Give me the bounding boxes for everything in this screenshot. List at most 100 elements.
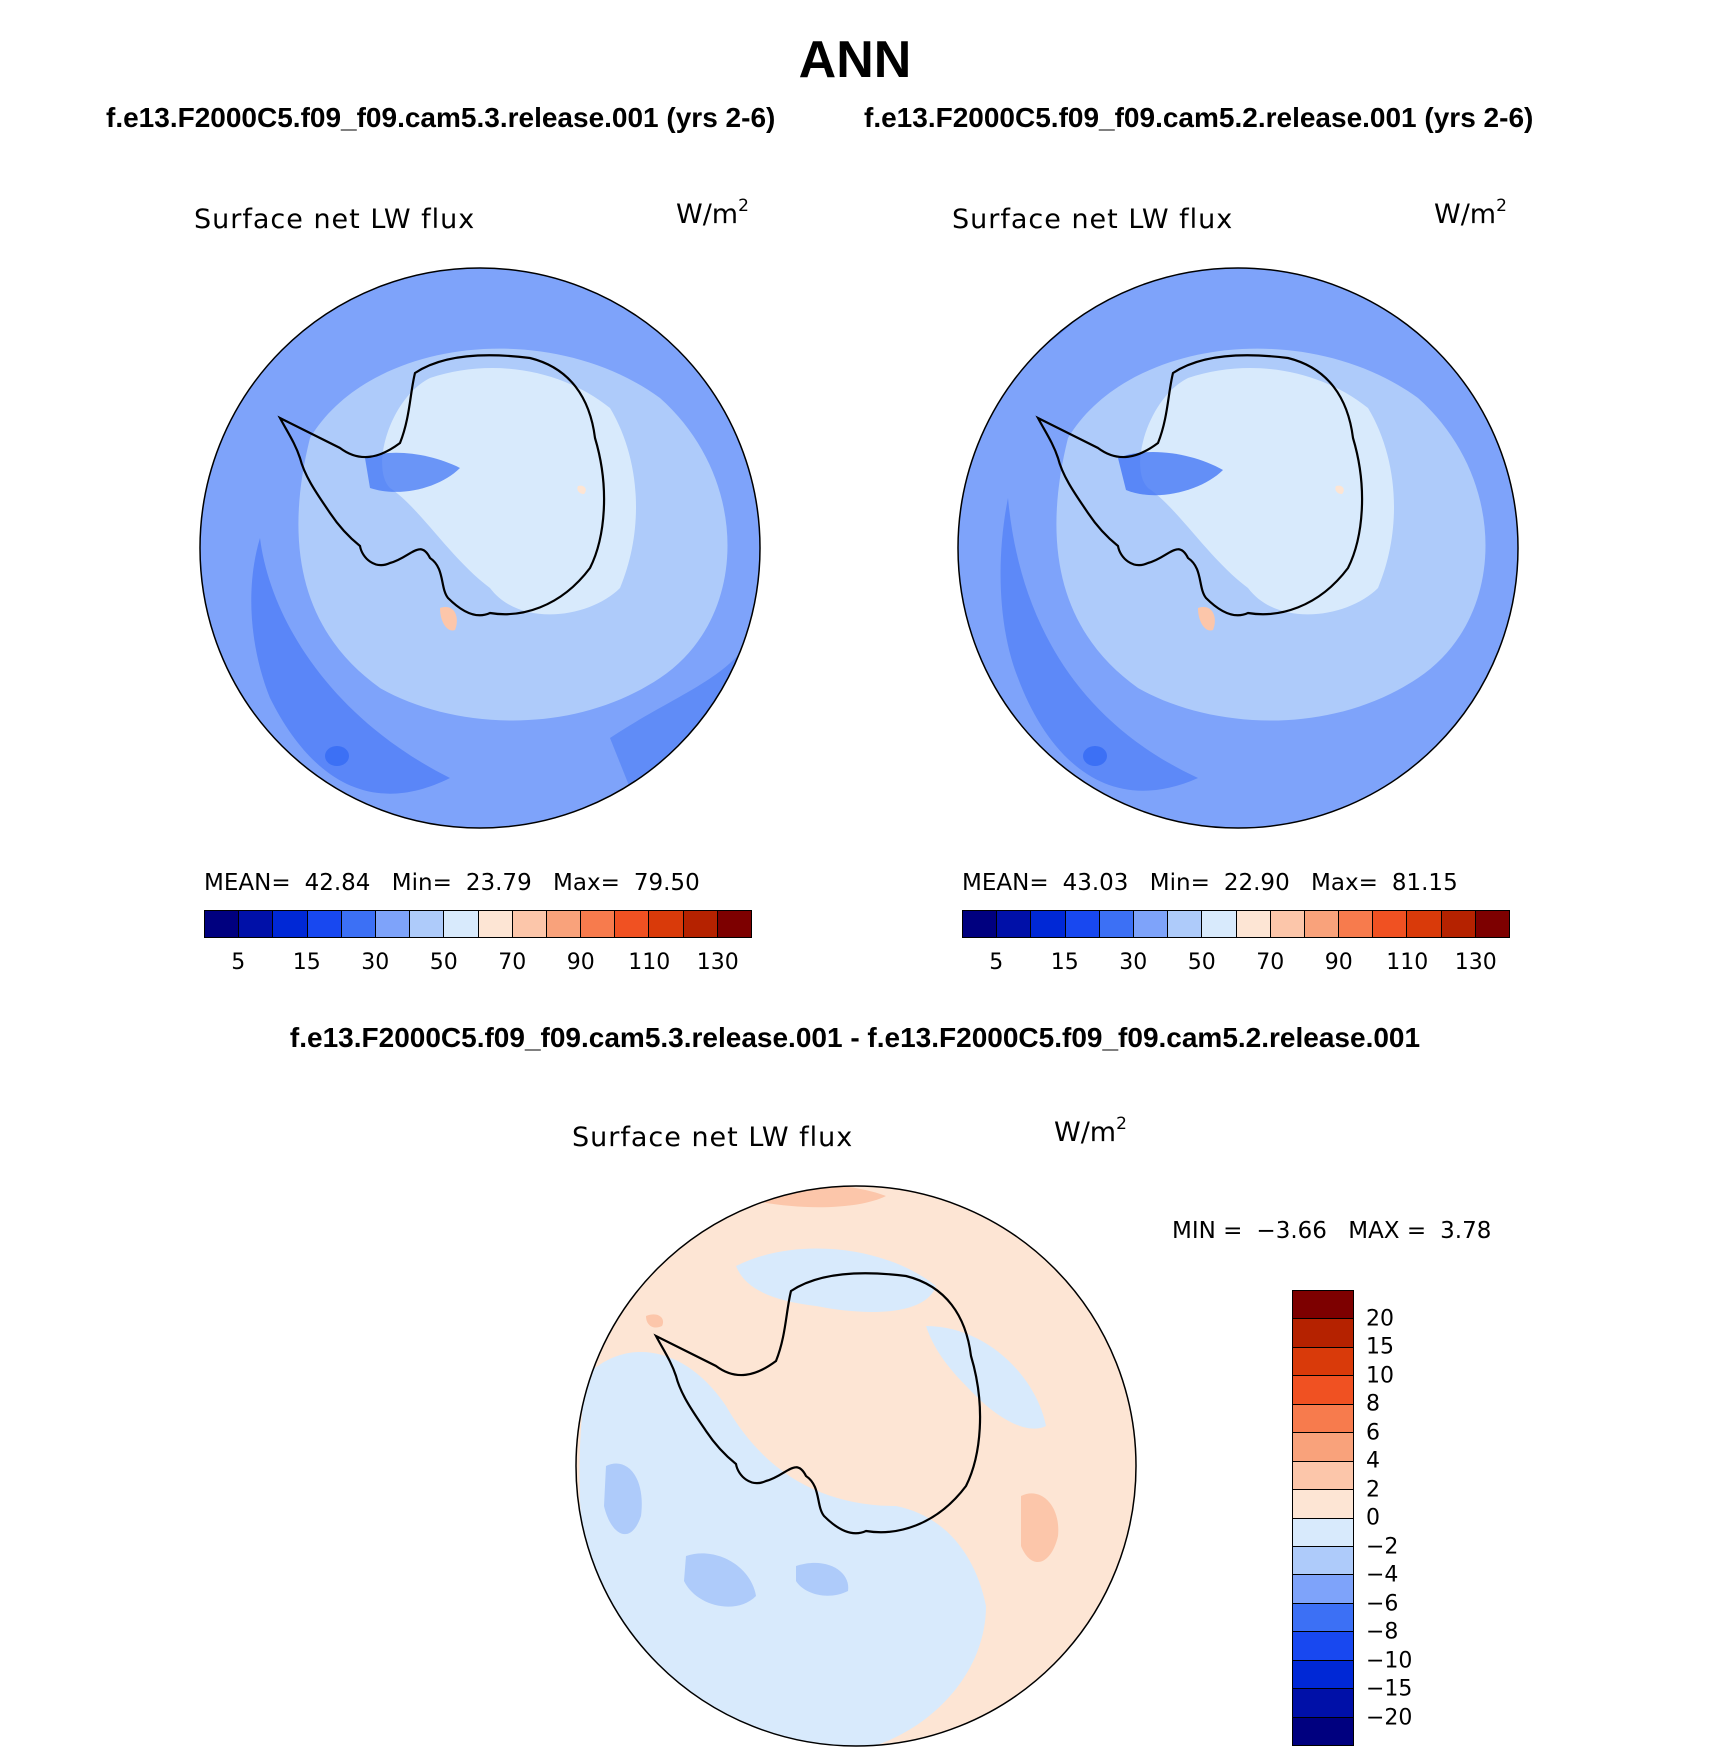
colorbar-tick-label: −8 xyxy=(1366,1619,1399,1645)
panel3-negative-patch-1 xyxy=(604,1463,642,1535)
colorbar-swatch xyxy=(1441,911,1476,937)
colorbar-swatch xyxy=(683,911,718,937)
colorbar-swatch xyxy=(1304,911,1340,937)
colorbar-swatch xyxy=(1293,1461,1353,1491)
colorbar-tick-label: −10 xyxy=(1366,1648,1413,1673)
panel3-units: W/m2 xyxy=(1054,1114,1127,1148)
case1-title: f.e13.F2000C5.f09_f09.cam5.3.release.001… xyxy=(106,102,776,133)
panel3-colorbar-ticks: 20 15 10 8 6 4 2 0 −2 −4 −6 −8 −10 −15 −20 xyxy=(1366,1290,1446,1746)
colorbar-tick-label: 110 xyxy=(1386,950,1429,975)
colorbar-swatch xyxy=(717,911,751,937)
colorbar-swatch xyxy=(615,911,650,937)
panel3-negative-field-west xyxy=(579,1352,986,1746)
panel2-colorbar-ticks: 5 15 30 50 70 90 110 130 xyxy=(962,950,1510,978)
panel3-positive-patch-3 xyxy=(646,1314,664,1328)
colorbar-swatch xyxy=(1270,911,1305,937)
colorbar-tick-label: 15 xyxy=(1050,950,1079,975)
colorbar-swatch xyxy=(1031,911,1066,937)
panel2-weddell-low xyxy=(1118,451,1223,496)
colorbar-swatch xyxy=(1293,1376,1353,1405)
panel1-ross-warm xyxy=(440,607,457,631)
colorbar-swatch xyxy=(410,911,445,937)
colorbar-swatch xyxy=(1202,911,1237,937)
colorbar-swatch xyxy=(1099,911,1134,937)
panel3-negative-patch-3 xyxy=(796,1562,849,1596)
colorbar-tick-label: 10 xyxy=(1366,1363,1394,1388)
colorbar-swatch xyxy=(1293,1717,1353,1745)
panel3-negative-field-north xyxy=(736,1248,936,1312)
panel1-units: W/m2 xyxy=(676,196,749,230)
colorbar-swatch xyxy=(1293,1546,1353,1576)
colorbar-swatch xyxy=(1133,911,1169,937)
colorbar-swatch xyxy=(273,911,308,937)
panel1-ocean-patch-east xyxy=(610,638,750,813)
panel1-colorbar-ticks: 5 15 30 50 70 90 110 130 xyxy=(204,950,752,978)
panel1-deep-ocean-patch xyxy=(251,538,450,794)
colorbar-swatch xyxy=(1293,1518,1353,1547)
colorbar-swatch xyxy=(1407,911,1442,937)
colorbar-tick-label: 6 xyxy=(1366,1420,1380,1445)
panel1-antarctica-coastline xyxy=(277,354,606,617)
colorbar-tick-label: 0 xyxy=(1366,1505,1380,1531)
panel2-variable-title: Surface net LW flux xyxy=(952,204,1234,235)
panel1-map xyxy=(199,267,761,829)
colorbar-swatch xyxy=(239,911,274,937)
colorbar-swatch xyxy=(1236,911,1271,937)
panel1-ocean-spot xyxy=(325,746,349,766)
panel3-map xyxy=(575,1185,1137,1747)
colorbar-swatch xyxy=(341,911,376,937)
colorbar-swatch xyxy=(307,911,342,937)
colorbar-tick-label: 8 xyxy=(1366,1391,1380,1417)
panel3-variable-title: Surface net LW flux xyxy=(572,1122,854,1153)
colorbar-swatch xyxy=(205,911,240,937)
panel1-variable-title: Surface net LW flux xyxy=(194,204,476,235)
panel2-coast-warm xyxy=(1335,485,1344,494)
colorbar-swatch xyxy=(1339,911,1374,937)
panel1-colorbar xyxy=(204,910,752,938)
colorbar-swatch xyxy=(512,911,547,937)
panel1-coast-warm xyxy=(577,485,586,494)
case2-title: f.e13.F2000C5.f09_f09.cam5.2.release.001… xyxy=(864,102,1534,133)
colorbar-swatch xyxy=(1293,1632,1353,1661)
colorbar-swatch xyxy=(649,911,684,937)
panel2-plateau-field xyxy=(1140,368,1395,615)
colorbar-swatch xyxy=(1293,1404,1353,1434)
colorbar-tick-label: 4 xyxy=(1366,1448,1380,1474)
colorbar-tick-label: −2 xyxy=(1366,1534,1399,1559)
colorbar-swatch xyxy=(1065,911,1100,937)
colorbar-tick-label: 90 xyxy=(1324,950,1353,975)
panel3-map-border xyxy=(575,1185,1137,1747)
colorbar-swatch xyxy=(1373,911,1408,937)
colorbar-swatch xyxy=(375,911,411,937)
panel1-weddell-low xyxy=(365,452,460,492)
colorbar-tick-label: 20 xyxy=(1366,1306,1394,1331)
panel2-colorbar xyxy=(962,910,1510,938)
panel2-deep-ocean-patch xyxy=(1000,498,1198,791)
panel3-negative-field-east xyxy=(926,1326,1046,1429)
panel3-stats: MIN = −3.66 MAX = 3.78 xyxy=(1172,1218,1492,1244)
colorbar-swatch xyxy=(997,911,1032,937)
panel3-positive-patch-1 xyxy=(1021,1493,1059,1563)
panel2-map-border xyxy=(957,267,1519,829)
panel1-stats: MEAN= 42.84 Min= 23.79 Max= 79.50 xyxy=(204,870,700,896)
panel2-ocean-spot xyxy=(1083,746,1107,766)
colorbar-tick-label: 30 xyxy=(361,950,390,975)
colorbar-tick-label: −15 xyxy=(1366,1676,1413,1702)
panel2-map xyxy=(957,267,1519,829)
colorbar-tick-label: 70 xyxy=(498,950,527,975)
colorbar-swatch xyxy=(1293,1575,1353,1604)
panel3-negative-patch-2 xyxy=(684,1553,756,1607)
panel3-colorbar xyxy=(1292,1290,1354,1746)
colorbar-swatch xyxy=(1293,1433,1353,1462)
colorbar-swatch xyxy=(546,911,582,937)
colorbar-swatch xyxy=(1293,1490,1353,1519)
colorbar-swatch xyxy=(444,911,479,937)
colorbar-swatch xyxy=(1293,1660,1353,1690)
colorbar-tick-label: 130 xyxy=(1454,950,1497,975)
figure-title: ANN xyxy=(798,31,912,89)
colorbar-swatch xyxy=(478,911,513,937)
panel3-antarctica-coastline xyxy=(653,1272,982,1535)
colorbar-tick-label: 50 xyxy=(1187,950,1216,975)
panel2-units: W/m2 xyxy=(1434,196,1507,230)
colorbar-swatch xyxy=(1168,911,1203,937)
